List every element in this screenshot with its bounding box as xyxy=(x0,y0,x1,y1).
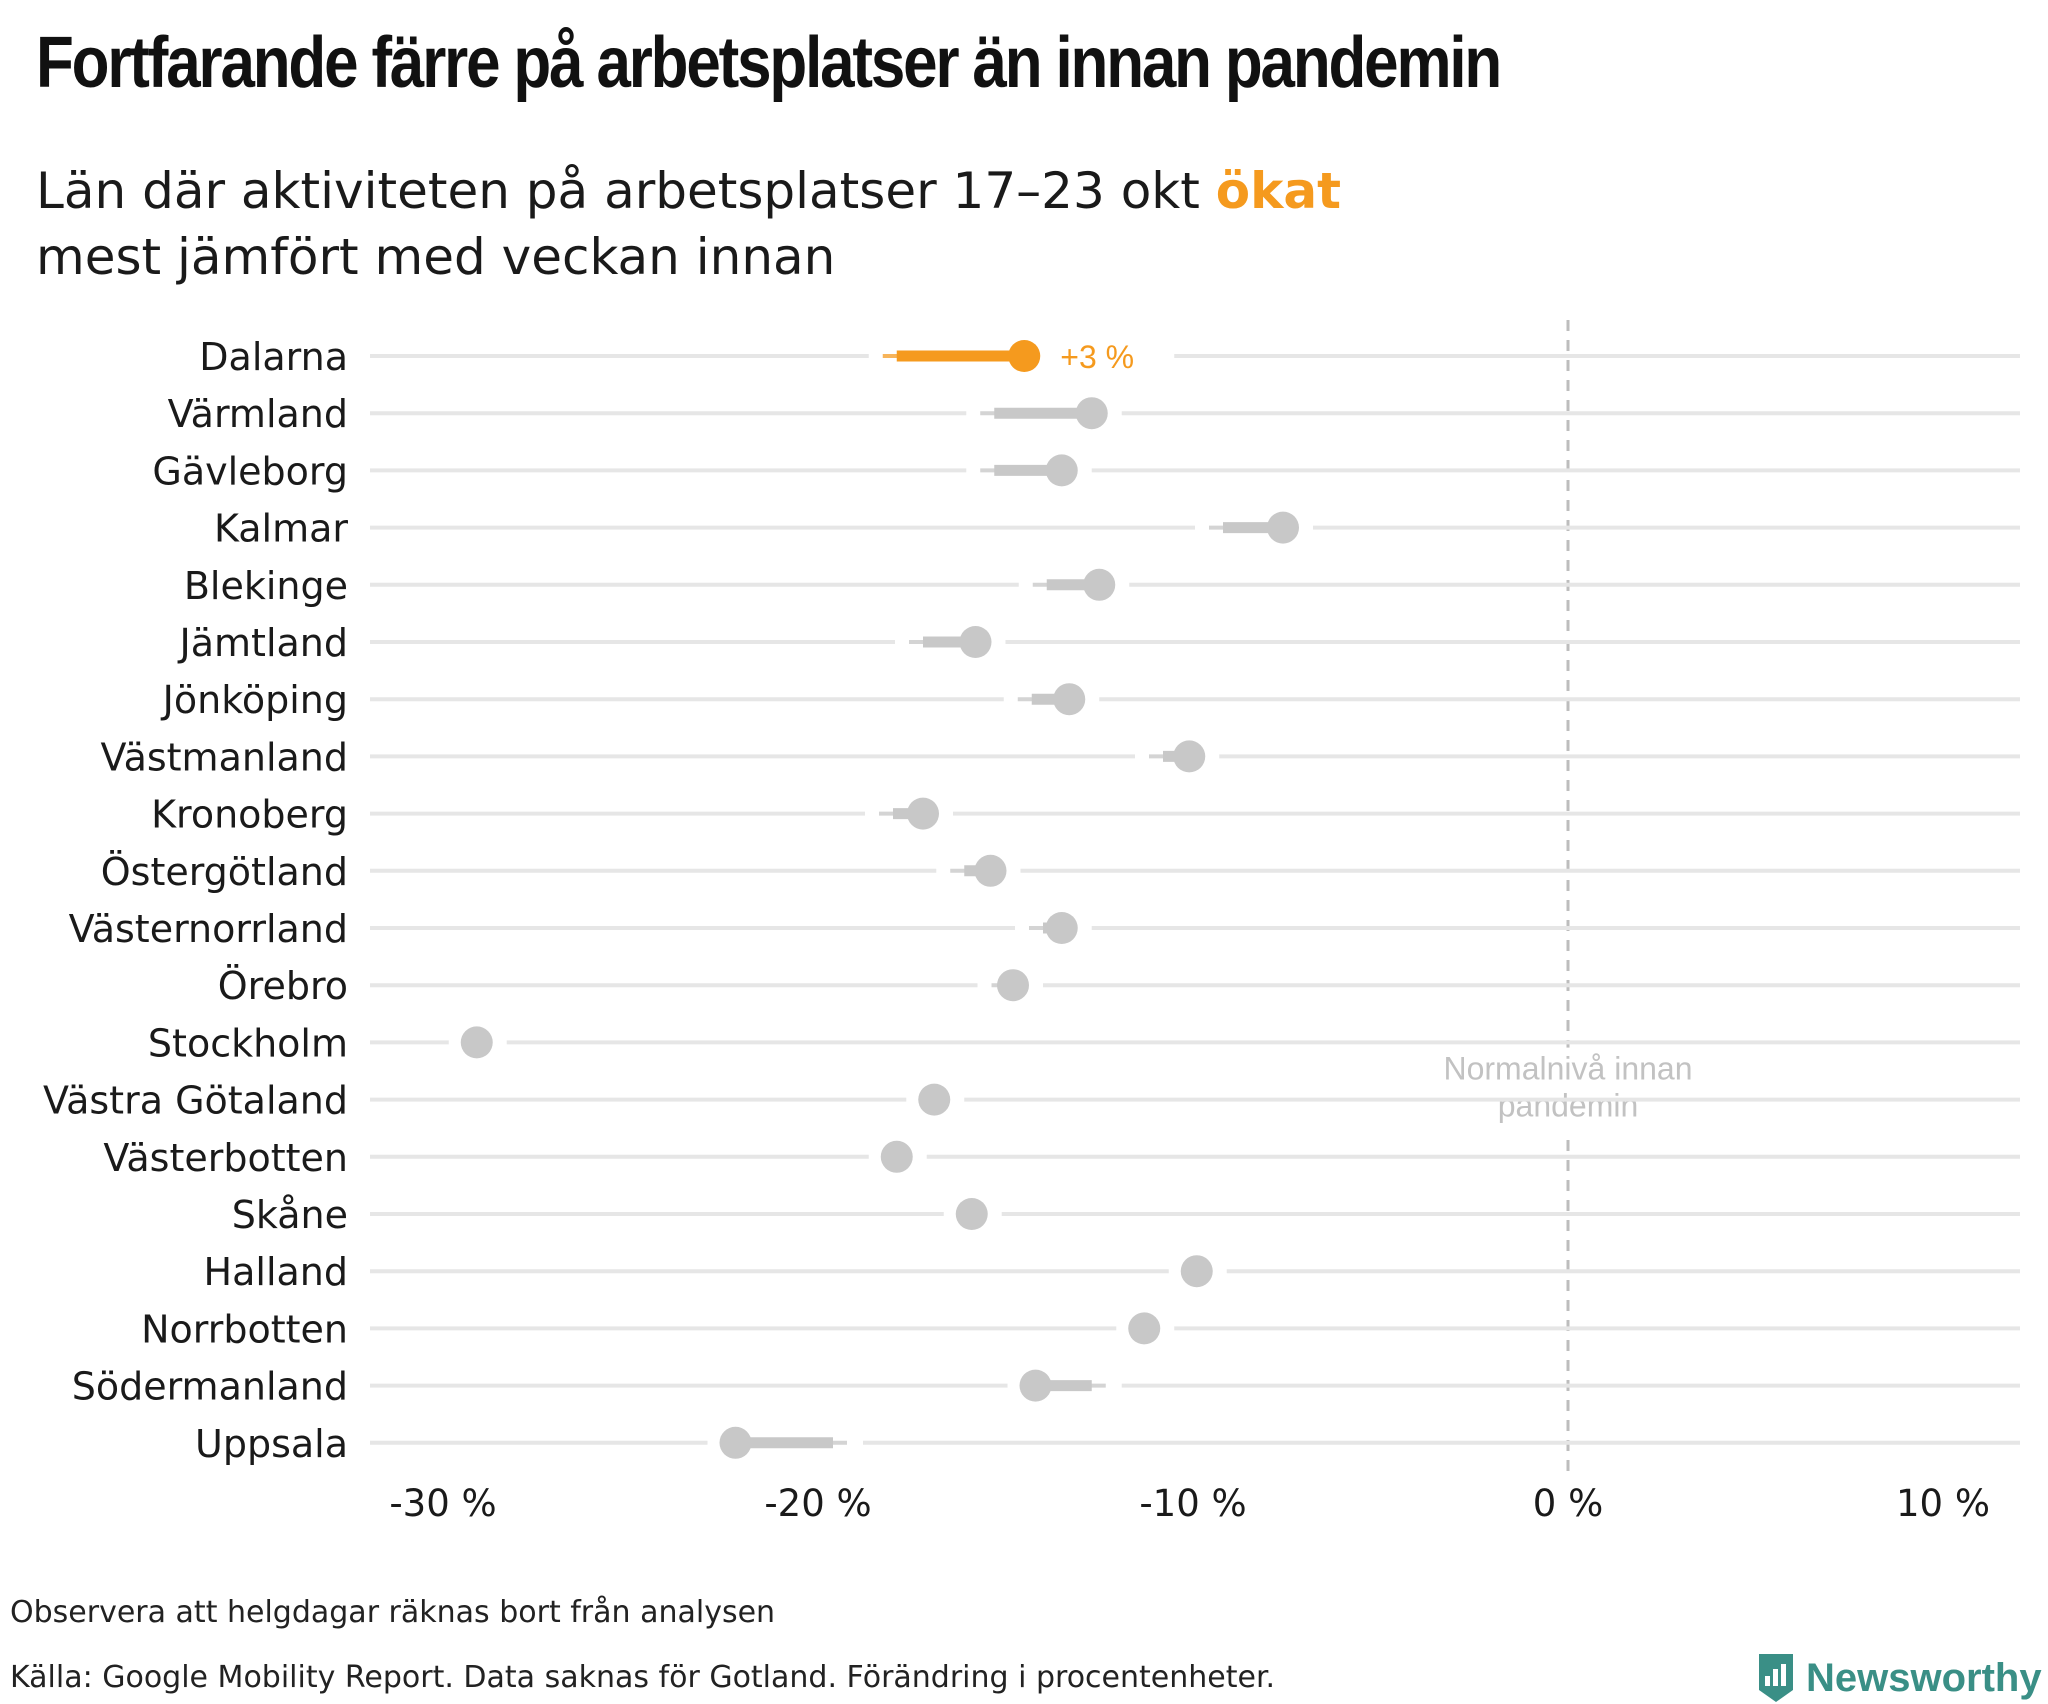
x-tick-label: -10 % xyxy=(1139,1482,1246,1525)
subtitle-text-line2: mest jämfört med veckan innan xyxy=(36,228,836,286)
county-label: Västernorrland xyxy=(69,907,348,951)
county-label: Jämtland xyxy=(178,621,348,665)
chart-subtitle: Län där aktiviteten på arbetsplatser 17–… xyxy=(36,158,1341,290)
footnote: Observera att helgdagar räknas bort från… xyxy=(10,1595,776,1630)
data-label: +3 % xyxy=(1060,339,1134,375)
county-label: Västerbotten xyxy=(103,1136,348,1180)
county-label: Kalmar xyxy=(214,507,348,551)
chart-title: Fortfarande färre på arbetsplatser än in… xyxy=(36,23,1502,103)
source-note: Källa: Google Mobility Report. Data sakn… xyxy=(10,1660,1276,1695)
data-point xyxy=(460,1026,493,1059)
county-label: Västra Götaland xyxy=(43,1079,348,1123)
reference-label-line1: Normalnivå innan xyxy=(1443,1051,1692,1087)
county-label: Dalarna xyxy=(199,335,348,379)
data-point xyxy=(1083,568,1116,601)
data-point xyxy=(1267,511,1299,544)
data-point xyxy=(1053,683,1086,716)
data-point xyxy=(719,1426,752,1459)
county-label: Norrbotten xyxy=(141,1307,348,1351)
data-point xyxy=(955,1198,988,1230)
x-tick-label: -30 % xyxy=(389,1482,496,1525)
data-point xyxy=(880,1140,913,1173)
data-point xyxy=(1075,397,1108,430)
data-point xyxy=(1128,1312,1161,1345)
reference-label-mask xyxy=(1408,1047,1728,1138)
county-label: Jönköping xyxy=(161,678,348,722)
data-point xyxy=(1045,912,1078,944)
county-label: Uppsala xyxy=(195,1422,348,1466)
county-label: Västmanland xyxy=(101,735,348,779)
county-label: Skåne xyxy=(232,1193,348,1237)
x-tick-label: -20 % xyxy=(764,1482,871,1525)
data-point xyxy=(907,797,939,830)
newsworthy-logo-icon xyxy=(1759,1654,1793,1702)
subtitle-highlight-word: ökat xyxy=(1215,162,1341,220)
brand-logo: Newsworthy xyxy=(1756,1652,2042,1704)
data-point xyxy=(1180,1255,1213,1288)
county-label: Södermanland xyxy=(72,1365,348,1409)
data-point xyxy=(997,969,1029,1002)
data-point xyxy=(918,1083,951,1116)
data-point xyxy=(959,626,992,658)
data-point xyxy=(1019,1369,1052,1402)
county-label: Gävleborg xyxy=(152,449,348,493)
data-point xyxy=(1008,340,1041,372)
county-label: Blekinge xyxy=(184,564,348,608)
x-tick-label: 0 % xyxy=(1533,1482,1603,1525)
county-label: Örebro xyxy=(218,964,348,1008)
county-label: Östergötland xyxy=(101,850,348,894)
county-label: Värmland xyxy=(168,392,348,436)
subtitle-text: Län där aktiviteten på arbetsplatser 17–… xyxy=(36,162,1216,220)
data-point xyxy=(974,854,1007,887)
county-label: Stockholm xyxy=(148,1021,348,1065)
county-label: Halland xyxy=(204,1250,348,1294)
brand-name: Newsworthy xyxy=(1806,1655,2042,1700)
county-label: Kronoberg xyxy=(151,793,348,837)
x-tick-label: 10 % xyxy=(1896,1482,1990,1525)
data-point xyxy=(1045,454,1078,487)
reference-label-line2: pandemin xyxy=(1498,1088,1639,1124)
data-point xyxy=(1173,740,1206,773)
